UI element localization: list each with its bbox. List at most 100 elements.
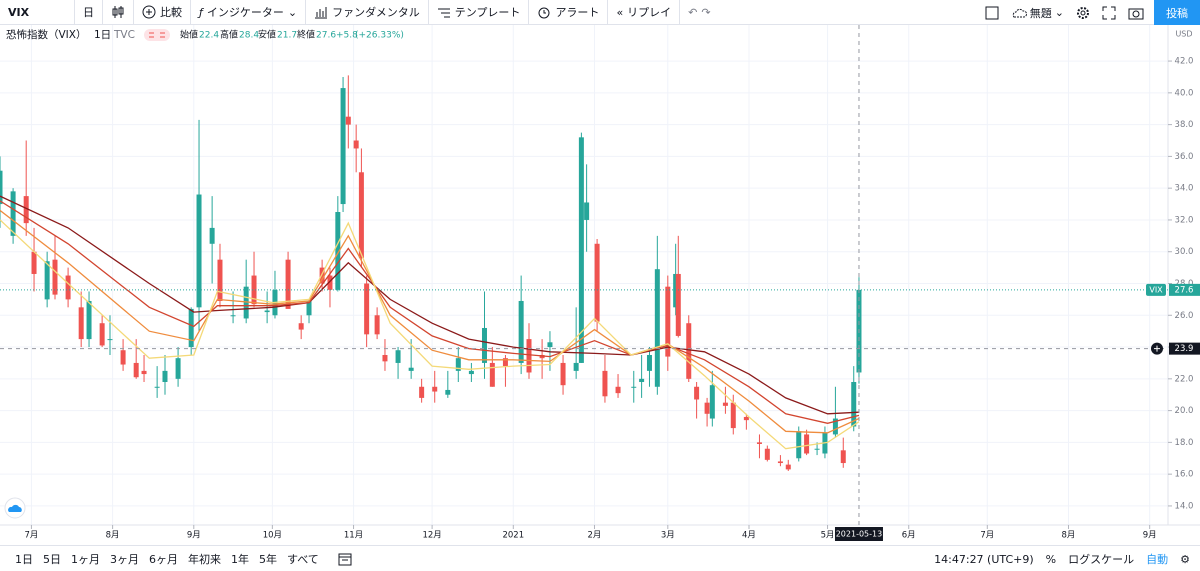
- publish-button[interactable]: 投稿: [1154, 0, 1200, 25]
- undo-redo[interactable]: ↶ ↷: [680, 0, 718, 25]
- right-tools: 無題 ⌄: [985, 0, 1144, 25]
- ma-line: [0, 219, 860, 450]
- replay-button[interactable]: «リプレイ: [608, 0, 681, 25]
- candle-body: [327, 275, 333, 290]
- y-tick-label: 34.0: [1175, 184, 1194, 194]
- candle-body: [764, 448, 770, 460]
- symbol[interactable]: VIX: [8, 5, 30, 19]
- range-button[interactable]: 5日: [43, 552, 61, 566]
- open-label: 始値: [180, 29, 198, 41]
- candle-body: [230, 315, 236, 317]
- candle-body: [547, 342, 553, 348]
- range-button[interactable]: 1ヶ月: [71, 552, 100, 566]
- y-tick-label: 22.0: [1175, 374, 1194, 384]
- indicators[interactable]: インジケーター: [206, 6, 284, 19]
- layout-icon[interactable]: [985, 6, 999, 20]
- date-range-icon[interactable]: [338, 552, 352, 566]
- y-tick-label: 16.0: [1175, 470, 1194, 480]
- candle-body: [65, 275, 71, 300]
- candle-body: [654, 269, 660, 387]
- range-button[interactable]: 1日: [15, 552, 33, 566]
- legend-toggle[interactable]: [144, 29, 170, 41]
- candle-body: [615, 386, 621, 394]
- legend: 恐怖指数（VIX） 1日 TVC 始値 22.4 高値 28.4 安値 21.7…: [6, 28, 404, 41]
- candle-body: [594, 243, 600, 322]
- layout-name-button[interactable]: 無題 ⌄: [1011, 5, 1064, 21]
- compare-button[interactable]: 比較: [134, 0, 191, 25]
- x-tick-label: 7月: [980, 531, 994, 541]
- x-tick-label: 9月: [1143, 531, 1157, 541]
- fundamentals[interactable]: ファンダメンタル: [332, 6, 420, 19]
- open-value: 22.4: [199, 31, 219, 41]
- x-tick-label: 10月: [263, 531, 282, 541]
- x-tick-label: 2021: [502, 531, 524, 541]
- compare[interactable]: 比較: [160, 6, 182, 19]
- x-tick-label: 4月: [742, 531, 756, 541]
- candle-body: [526, 339, 532, 373]
- x-tick-label: 7月: [24, 531, 38, 541]
- percent-button[interactable]: %: [1045, 552, 1057, 566]
- crosshair-add-icon: [1154, 345, 1160, 352]
- undo[interactable]: ↶: [688, 5, 698, 19]
- alert[interactable]: アラート: [555, 6, 600, 19]
- x-tick-label: 5月: [821, 531, 835, 541]
- range-button[interactable]: すべて: [287, 552, 319, 566]
- templates[interactable]: テンプレート: [454, 6, 521, 19]
- candle-body: [353, 140, 359, 149]
- crosshair-price-label: 23.9: [1175, 344, 1194, 354]
- log-scale-button[interactable]: ログスケール: [1068, 553, 1135, 566]
- candle-body: [686, 323, 692, 379]
- range-button[interactable]: 5年: [259, 552, 277, 566]
- replay-icon: «: [616, 5, 624, 19]
- x-tick-label: 9月: [187, 531, 201, 541]
- chart-style-button[interactable]: [103, 0, 134, 25]
- candles: [0, 75, 862, 471]
- settings-icon[interactable]: [1076, 6, 1090, 20]
- candle-body: [722, 402, 728, 406]
- replay[interactable]: リプレイ: [627, 6, 672, 19]
- y-tick-label: 14.0: [1175, 501, 1194, 511]
- candle-body: [481, 327, 487, 363]
- auto-button[interactable]: 自動: [1146, 553, 1169, 566]
- candle-body: [445, 389, 451, 395]
- candle-body: [188, 308, 194, 348]
- candle-body: [584, 202, 590, 220]
- ma-line: [0, 195, 860, 415]
- candle-body: [345, 116, 351, 125]
- candle-body: [455, 358, 461, 371]
- alert-button[interactable]: アラート: [529, 0, 609, 25]
- candle-body: [694, 386, 700, 400]
- range-button[interactable]: 3ヶ月: [110, 552, 139, 566]
- layout-name[interactable]: 無題: [1029, 6, 1052, 20]
- candle-body: [631, 386, 637, 388]
- last-price-label: 27.6: [1175, 285, 1194, 295]
- indicators-button[interactable]: ƒ インジケーター ⌄: [191, 0, 307, 25]
- candle-body: [578, 137, 584, 363]
- candle-body: [785, 464, 791, 470]
- candle-body: [264, 310, 270, 313]
- candle-body: [602, 370, 608, 397]
- range-button[interactable]: 6ヶ月: [149, 552, 178, 566]
- symbol-tag: VIX: [1149, 285, 1163, 294]
- settings-icon[interactable]: ⚙: [1180, 552, 1190, 566]
- candle-body: [408, 367, 414, 371]
- redo[interactable]: ↷: [701, 5, 711, 19]
- candle-body: [133, 362, 139, 378]
- fullscreen-icon[interactable]: [1102, 6, 1116, 20]
- crosshair-price-box: [1169, 342, 1200, 355]
- y-tick-label: 20.0: [1175, 406, 1194, 416]
- interval-button[interactable]: 日: [75, 0, 103, 25]
- fundamentals-button[interactable]: ファンダメンタル: [306, 0, 429, 25]
- candle-body: [196, 194, 202, 308]
- publish[interactable]: 投稿: [1166, 6, 1188, 20]
- crosshair-date-box: [834, 527, 883, 541]
- candle-body: [573, 362, 579, 371]
- range-button[interactable]: 1年: [231, 552, 249, 566]
- range-button[interactable]: 年初来: [188, 552, 221, 566]
- templates-button[interactable]: テンプレート: [429, 0, 530, 25]
- candle-body: [756, 442, 762, 444]
- clock: 14:47:27 (UTC+9): [934, 552, 1034, 566]
- symbol-search[interactable]: VIX: [0, 0, 75, 25]
- snapshot-icon[interactable]: [1128, 6, 1144, 20]
- interval[interactable]: 日: [83, 6, 94, 19]
